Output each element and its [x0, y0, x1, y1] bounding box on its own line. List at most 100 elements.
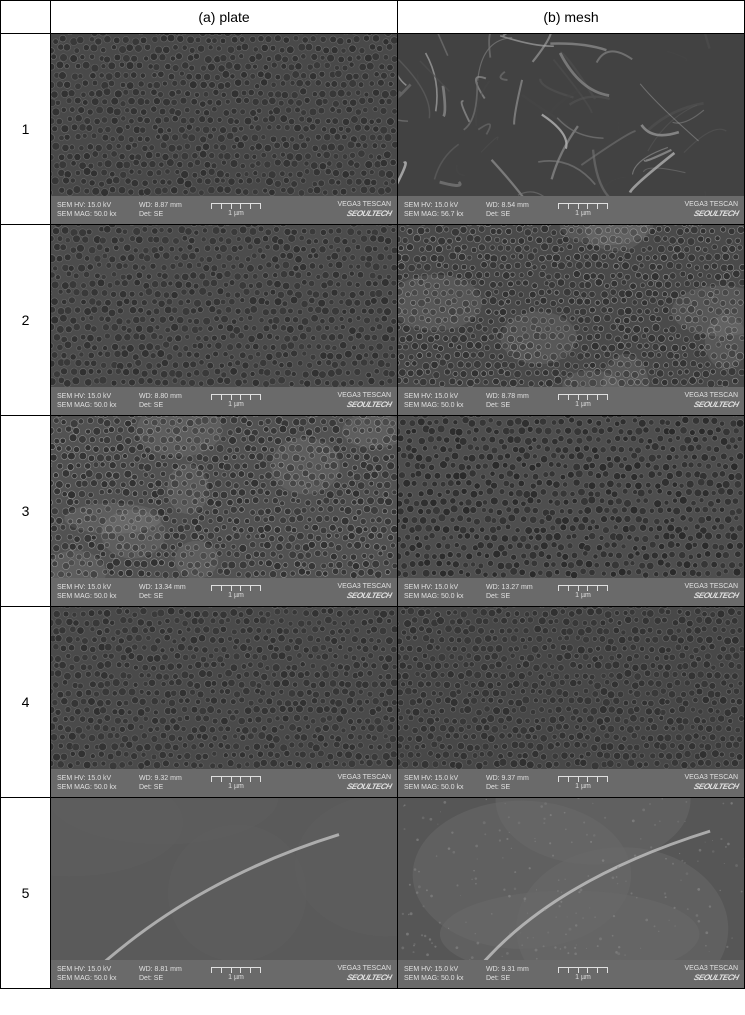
sem-scale: 1 µm [211, 394, 261, 408]
sem-info-bar: SEM HV: 15.0 kV SEM MAG: 50.0 kx WD: 8.7… [398, 387, 744, 415]
sem-mag: SEM MAG: 50.0 kx [57, 974, 127, 983]
sem-det: Det: SE [139, 210, 199, 219]
scale-bar-icon [558, 585, 608, 591]
sem-det: Det: SE [486, 974, 546, 983]
sem-texture [398, 416, 744, 578]
sem-texture [51, 798, 397, 960]
sem-image-plate: SEM HV: 15.0 kV SEM MAG: 50.0 kx WD: 8.8… [51, 34, 398, 224]
sem-det: Det: SE [139, 592, 199, 601]
scale-bar-icon [558, 203, 608, 209]
brand-top: VEGA3 TESCAN [684, 392, 738, 400]
row-label: 4 [1, 607, 51, 797]
brand-top: VEGA3 TESCAN [337, 583, 391, 591]
header-empty-cell [1, 1, 51, 33]
sem-det: Det: SE [139, 974, 199, 983]
scale-label: 1 µm [228, 401, 244, 408]
sem-scale: 1 µm [558, 394, 608, 408]
table-header-row: (a) plate (b) mesh [0, 0, 745, 34]
sem-wd: WD: 8.78 mm [486, 392, 546, 401]
sem-wd: WD: 9.31 mm [486, 965, 546, 974]
sem-image-mesh: SEM HV: 15.0 kV SEM MAG: 50.0 kx WD: 9.3… [398, 607, 744, 797]
scale-label: 1 µm [575, 592, 591, 599]
scale-label: 1 µm [575, 783, 591, 790]
sem-mag: SEM MAG: 50.0 kx [404, 401, 474, 410]
sem-hv: SEM HV: 15.0 kV [404, 774, 474, 783]
sem-scale: 1 µm [211, 776, 261, 790]
sem-brand: VEGA3 TESCAN SEOULTECH [684, 583, 738, 602]
sem-wd: WD: 8.81 mm [139, 965, 199, 974]
sem-hv: SEM HV: 15.0 kV [57, 392, 127, 401]
sem-mag: SEM MAG: 50.0 kx [404, 592, 474, 601]
scale-label: 1 µm [575, 974, 591, 981]
sem-hv: SEM HV: 15.0 kV [404, 583, 474, 592]
scale-bar-icon [558, 776, 608, 782]
sem-info-col-1: SEM HV: 15.0 kV SEM MAG: 50.0 kx [57, 392, 127, 410]
brand-bottom: SEOULTECH [684, 973, 738, 983]
brand-top: VEGA3 TESCAN [337, 201, 391, 209]
sem-wd: WD: 8.54 mm [486, 201, 546, 210]
sem-hv: SEM HV: 15.0 kV [57, 965, 127, 974]
sem-scale: 1 µm [558, 776, 608, 790]
sem-image-table: (a) plate (b) mesh 1 SEM HV: 15.0 kV SEM… [0, 0, 745, 989]
sem-info-col-2: WD: 8.81 mm Det: SE [139, 965, 199, 983]
sem-info-col-2: WD: 8.80 mm Det: SE [139, 392, 199, 410]
brand-top: VEGA3 TESCAN [684, 774, 738, 782]
sem-mag: SEM MAG: 50.0 kx [57, 210, 127, 219]
header-plate: (a) plate [51, 1, 398, 33]
sem-hv: SEM HV: 15.0 kV [404, 201, 474, 210]
brand-bottom: SEOULTECH [337, 400, 391, 410]
sem-det: Det: SE [139, 401, 199, 410]
row-label: 3 [1, 416, 51, 606]
brand-bottom: SEOULTECH [684, 782, 738, 792]
sem-info-col-2: WD: 9.31 mm Det: SE [486, 965, 546, 983]
sem-mag: SEM MAG: 56.7 kx [404, 210, 474, 219]
sem-wd: WD: 9.32 mm [139, 774, 199, 783]
scale-label: 1 µm [575, 210, 591, 217]
sem-scale: 1 µm [211, 585, 261, 599]
sem-det: Det: SE [486, 401, 546, 410]
sem-det: Det: SE [139, 783, 199, 792]
sem-scale: 1 µm [558, 967, 608, 981]
sem-info-col-1: SEM HV: 15.0 kV SEM MAG: 50.0 kx [404, 965, 474, 983]
sem-image-mesh: SEM HV: 15.0 kV SEM MAG: 50.0 kx WD: 13.… [398, 416, 744, 606]
sem-texture [51, 225, 397, 387]
sem-brand: VEGA3 TESCAN SEOULTECH [684, 965, 738, 984]
sem-brand: VEGA3 TESCAN SEOULTECH [337, 201, 391, 220]
sem-brand: VEGA3 TESCAN SEOULTECH [684, 774, 738, 793]
sem-info-col-2: WD: 8.78 mm Det: SE [486, 392, 546, 410]
sem-brand: VEGA3 TESCAN SEOULTECH [337, 583, 391, 602]
sem-texture [398, 225, 744, 387]
scale-label: 1 µm [228, 210, 244, 217]
sem-info-bar: SEM HV: 15.0 kV SEM MAG: 50.0 kx WD: 13.… [398, 578, 744, 606]
sem-det: Det: SE [486, 592, 546, 601]
brand-top: VEGA3 TESCAN [337, 392, 391, 400]
sem-scale: 1 µm [558, 585, 608, 599]
brand-top: VEGA3 TESCAN [684, 583, 738, 591]
sem-info-bar: SEM HV: 15.0 kV SEM MAG: 50.0 kx WD: 8.8… [51, 387, 397, 415]
header-mesh: (b) mesh [398, 1, 744, 33]
row-label: 5 [1, 798, 51, 988]
sem-texture [51, 607, 397, 769]
table-row: 2 SEM HV: 15.0 kV SEM MAG: 50.0 kx WD: 8… [0, 225, 745, 416]
sem-mag: SEM MAG: 50.0 kx [57, 592, 127, 601]
sem-texture [398, 607, 744, 769]
sem-scale: 1 µm [558, 203, 608, 217]
sem-info-col-1: SEM HV: 15.0 kV SEM MAG: 50.0 kx [404, 392, 474, 410]
sem-brand: VEGA3 TESCAN SEOULTECH [337, 392, 391, 411]
sem-texture [51, 34, 397, 196]
table-row: 4 SEM HV: 15.0 kV SEM MAG: 50.0 kx WD: 9… [0, 607, 745, 798]
sem-hv: SEM HV: 15.0 kV [404, 392, 474, 401]
sem-mag: SEM MAG: 50.0 kx [57, 783, 127, 792]
sem-mag: SEM MAG: 50.0 kx [404, 974, 474, 983]
brand-bottom: SEOULTECH [337, 209, 391, 219]
scale-bar-icon [558, 394, 608, 400]
sem-info-bar: SEM HV: 15.0 kV SEM MAG: 50.0 kx WD: 8.8… [51, 960, 397, 988]
sem-mag: SEM MAG: 50.0 kx [57, 401, 127, 410]
sem-wd: WD: 8.80 mm [139, 392, 199, 401]
scale-label: 1 µm [228, 592, 244, 599]
sem-texture [398, 798, 744, 960]
sem-info-col-1: SEM HV: 15.0 kV SEM MAG: 50.0 kx [57, 583, 127, 601]
sem-brand: VEGA3 TESCAN SEOULTECH [684, 392, 738, 411]
sem-image-mesh: SEM HV: 15.0 kV SEM MAG: 50.0 kx WD: 8.7… [398, 225, 744, 415]
sem-brand: VEGA3 TESCAN SEOULTECH [337, 774, 391, 793]
